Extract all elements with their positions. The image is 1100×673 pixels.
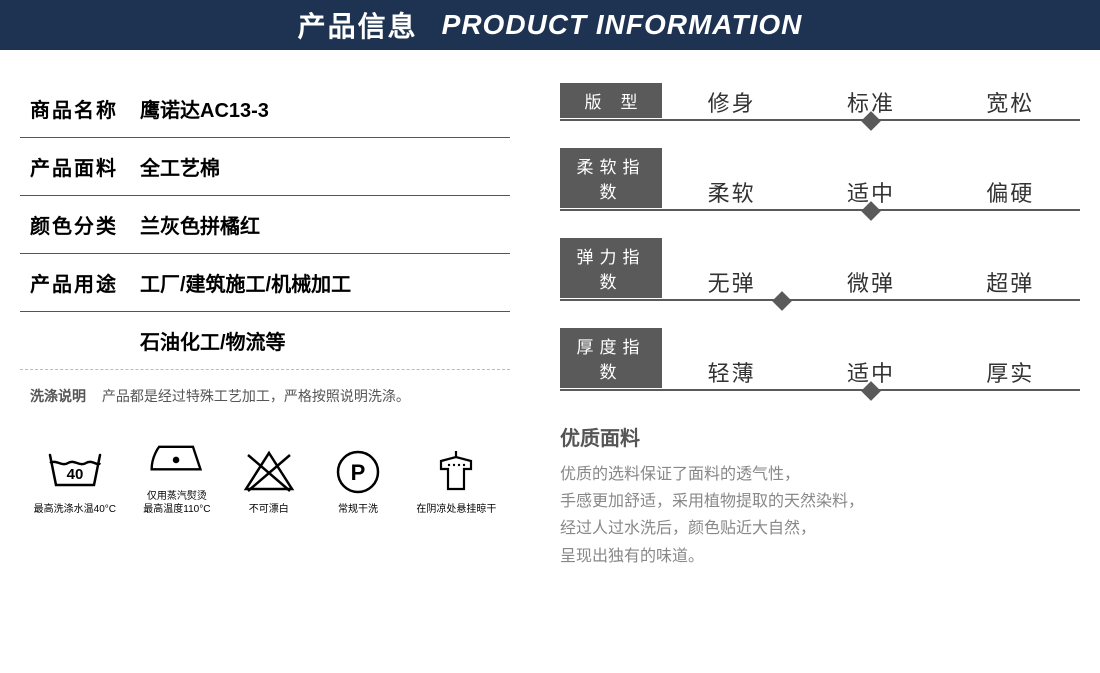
scale-option: 柔软 — [662, 176, 801, 208]
wash-40-icon: 40 — [44, 447, 106, 497]
spec-value: 全工艺棉 — [140, 152, 220, 181]
spec-row: 颜色分类 兰灰色拼橘红 — [20, 196, 510, 254]
spec-row: 产品面料 全工艺棉 — [20, 138, 510, 196]
care-caption: 最高洗涤水温40°C — [34, 503, 116, 516]
scale-line — [560, 119, 1080, 121]
care-caption: 不可漂白 — [249, 503, 289, 516]
spec-label: 商品名称 — [30, 94, 140, 123]
scale-label: 厚度指数 — [560, 328, 662, 388]
care-item: 仅用蒸汽熨烫 最高温度110°C — [143, 434, 210, 516]
spec-row: 产品用途 工厂/建筑施工/机械加工 — [20, 254, 510, 312]
spec-value: 工厂/建筑施工/机械加工 — [140, 268, 351, 297]
care-caption: 仅用蒸汽熨烫 最高温度110°C — [143, 490, 210, 516]
scale-line — [560, 209, 1080, 211]
svg-text:40: 40 — [66, 466, 83, 483]
scale-label: 弹力指数 — [560, 238, 662, 298]
scale-label: 版 型 — [560, 83, 662, 118]
header: 产品信息 PRODUCT INFORMATION — [0, 0, 1100, 50]
material-block: 优质面料 优质的选料保证了面料的透气性， 手感更加舒适，采用植物提取的天然染料，… — [560, 422, 1080, 570]
svg-text:P: P — [351, 460, 366, 485]
spec-value: 鹰诺达AC13-3 — [140, 94, 269, 123]
spec-value: 石油化工/物流等 — [140, 326, 286, 355]
scale-option: 超弹 — [941, 266, 1080, 298]
material-desc: 优质的选料保证了面料的透气性， 手感更加舒适，采用植物提取的天然染料， 经过人过… — [560, 461, 1080, 570]
material-title: 优质面料 — [560, 422, 1080, 451]
spec-value: 兰灰色拼橘红 — [140, 210, 260, 239]
scale-option: 厚实 — [941, 356, 1080, 388]
care-item: 在阴凉处悬挂晾干 — [416, 447, 496, 516]
scale-row: 版 型修身标准宽松 — [560, 80, 1080, 118]
scale-option: 轻薄 — [662, 356, 801, 388]
care-caption: 在阴凉处悬挂晾干 — [416, 503, 496, 516]
left-column: 商品名称 鹰诺达AC13-3 产品面料 全工艺棉 颜色分类 兰灰色拼橘红 产品用… — [20, 80, 510, 570]
scale-option: 宽松 — [941, 86, 1080, 118]
no-bleach-icon — [238, 447, 300, 497]
right-column: 版 型修身标准宽松柔软指数柔软适中偏硬弹力指数无弹微弹超弹厚度指数轻薄适中厚实 … — [560, 80, 1080, 570]
scale-row: 弹力指数无弹微弹超弹 — [560, 260, 1080, 298]
header-title-zh: 产品信息 — [298, 5, 418, 45]
care-caption: 常规干洗 — [338, 503, 378, 516]
spec-label: 产品面料 — [30, 152, 140, 181]
scale-row: 厚度指数轻薄适中厚实 — [560, 350, 1080, 388]
spec-label: 产品用途 — [30, 268, 140, 297]
iron-icon — [146, 434, 208, 484]
scale-option: 微弹 — [801, 266, 940, 298]
scale-option: 偏硬 — [941, 176, 1080, 208]
spec-row: 商品名称 鹰诺达AC13-3 — [20, 80, 510, 138]
care-item: P 常规干洗 — [327, 447, 389, 516]
care-item: 40 最高洗涤水温40°C — [34, 447, 116, 516]
dryclean-p-icon: P — [327, 447, 389, 497]
hang-dry-icon — [425, 447, 487, 497]
scale-row: 柔软指数柔软适中偏硬 — [560, 170, 1080, 208]
spec-row-continuation: 石油化工/物流等 — [20, 312, 510, 370]
scale-label: 柔软指数 — [560, 148, 662, 208]
wash-label: 洗涤说明 — [30, 388, 86, 404]
scale-line — [560, 299, 1080, 301]
spec-table: 商品名称 鹰诺达AC13-3 产品面料 全工艺棉 颜色分类 兰灰色拼橘红 产品用… — [20, 80, 510, 516]
scale-line — [560, 389, 1080, 391]
wash-text: 产品都是经过特殊工艺加工，严格按照说明洗涤。 — [102, 388, 410, 404]
care-item: 不可漂白 — [238, 447, 300, 516]
wash-instructions: 洗涤说明 产品都是经过特殊工艺加工，严格按照说明洗涤。 — [20, 370, 510, 406]
scale-option: 修身 — [662, 86, 801, 118]
care-icons-row: 40 最高洗涤水温40°C 仅用蒸汽熨烫 最高温度110°C — [20, 406, 510, 516]
spec-label: 颜色分类 — [30, 210, 140, 239]
scale-options: 无弹微弹超弹 — [662, 266, 1080, 298]
content: 商品名称 鹰诺达AC13-3 产品面料 全工艺棉 颜色分类 兰灰色拼橘红 产品用… — [0, 50, 1100, 570]
scales-container: 版 型修身标准宽松柔软指数柔软适中偏硬弹力指数无弹微弹超弹厚度指数轻薄适中厚实 — [560, 80, 1080, 388]
header-title-en: PRODUCT INFORMATION — [442, 9, 803, 41]
